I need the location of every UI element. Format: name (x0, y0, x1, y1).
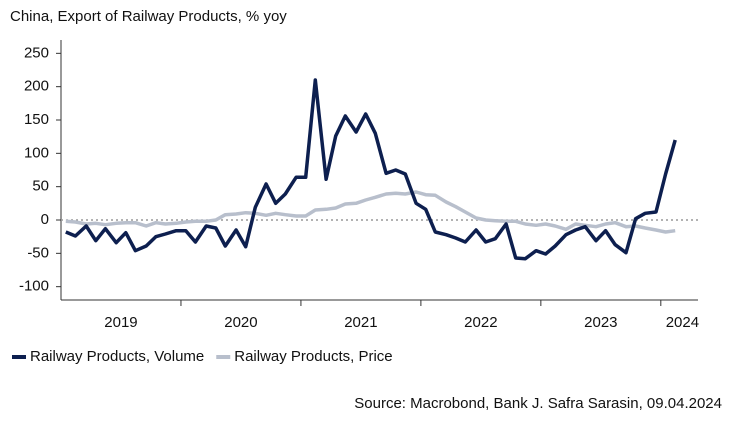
y-tick-label: 50 (32, 178, 49, 195)
x-tick-label: 2023 (584, 314, 617, 331)
y-tick-label: 150 (24, 111, 49, 128)
x-tick-label: 2021 (344, 314, 377, 331)
y-tick-label: -50 (27, 244, 49, 261)
x-tick-label: 2019 (104, 314, 137, 331)
y-tick-label: -100 (19, 278, 49, 295)
x-tick-label: 2024 (666, 314, 699, 331)
legend-label: Railway Products, Price (234, 348, 392, 365)
y-tick-label: 250 (24, 44, 49, 61)
y-tick-label: 0 (41, 211, 49, 228)
legend-label: Railway Products, Volume (30, 348, 204, 365)
series-line (65, 78, 677, 261)
chart-title: China, Export of Railway Products, % yoy (10, 8, 287, 25)
series-line (65, 190, 676, 234)
y-tick-label: 200 (24, 78, 49, 95)
source-note: Source: Macrobond, Bank J. Safra Sarasin… (354, 395, 722, 412)
y-tick-label: 100 (24, 144, 49, 161)
x-tick-label: 2022 (464, 314, 497, 331)
x-tick-label: 2020 (224, 314, 257, 331)
